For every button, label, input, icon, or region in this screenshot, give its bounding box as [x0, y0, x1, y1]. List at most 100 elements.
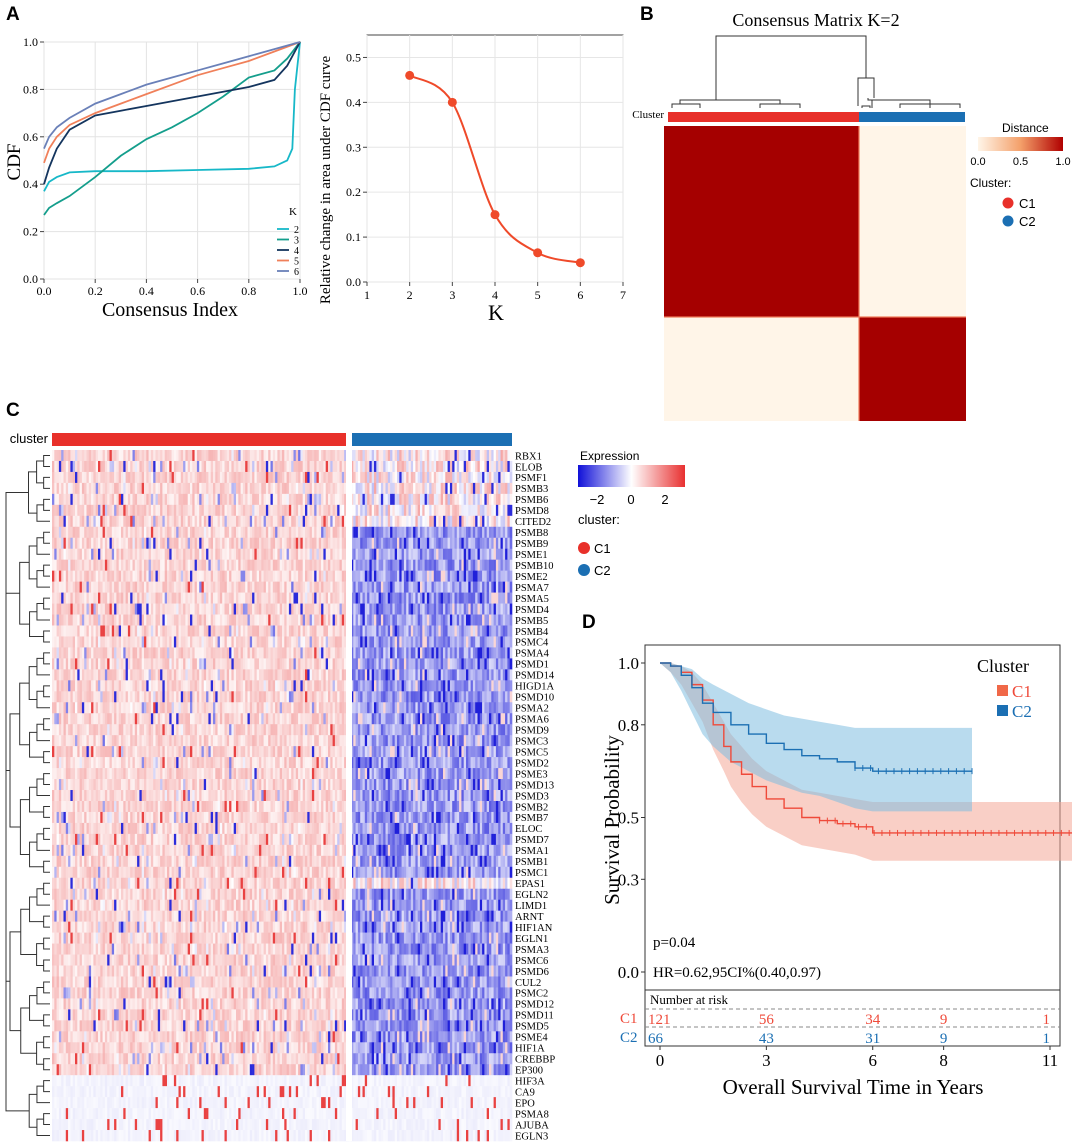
heatmap-cell	[240, 471, 244, 484]
heatmap-cell	[194, 603, 198, 615]
heatmap-cell	[321, 515, 324, 528]
heatmap-cell	[162, 636, 165, 648]
heatmap-cell	[493, 702, 497, 714]
heatmap-cell	[311, 570, 315, 582]
heatmap-cell	[58, 493, 62, 506]
heatmap-cell	[252, 614, 255, 626]
heatmap-cell	[277, 504, 280, 517]
heatmap-cell	[371, 614, 375, 626]
heatmap-cell	[210, 537, 214, 550]
heatmap-cell	[367, 548, 370, 560]
heatmap-cell	[254, 559, 257, 571]
heatmap-cell	[500, 658, 504, 670]
heatmap-cell	[291, 658, 294, 670]
heatmap-cell	[502, 482, 506, 495]
heatmap-cell	[293, 460, 297, 473]
heatmap-cell	[337, 559, 340, 571]
heatmap-cell	[436, 493, 439, 506]
heatmap-cell	[293, 680, 297, 692]
consensus-cluster-row-label: Cluster	[632, 109, 664, 121]
heatmap-cell	[148, 592, 152, 604]
heatmap-cell	[277, 537, 280, 550]
heatmap-cell	[502, 636, 506, 648]
heatmap-cell	[420, 471, 423, 484]
heatmap-cell	[420, 482, 423, 495]
heatmap-cell	[493, 581, 497, 593]
heatmap-cell	[433, 548, 437, 560]
heatmap-cell	[84, 647, 87, 659]
heatmap-cell	[314, 526, 317, 539]
heatmap-cell	[130, 614, 133, 626]
heatmap-cell	[199, 493, 202, 506]
heatmap-cell	[489, 680, 492, 692]
heatmap-cell	[192, 614, 195, 626]
heatmap-cell	[238, 493, 241, 506]
heatmap-cell	[422, 614, 425, 626]
heatmap-cell	[107, 603, 110, 615]
heatmap-cell	[65, 471, 69, 484]
heatmap-cell	[321, 450, 324, 462]
heatmap-cell	[447, 537, 451, 550]
heatmap-cell	[226, 504, 230, 517]
heatmap-cell	[176, 515, 179, 528]
heatmap-cell	[68, 537, 71, 550]
heatmap-cell	[265, 636, 269, 648]
heatmap-cell	[127, 702, 131, 714]
heatmap-cell	[215, 691, 218, 703]
heatmap-cell	[357, 537, 361, 550]
heatmap-cell	[472, 658, 476, 670]
heatmap-cell	[351, 581, 354, 593]
heatmap-cell	[238, 647, 241, 659]
heatmap-cell	[385, 515, 389, 528]
heatmap-cell	[410, 559, 414, 571]
heatmap-cell	[240, 515, 244, 528]
heatmap-cell	[369, 658, 372, 670]
heatmap-cell	[52, 482, 55, 495]
heatmap-cell	[344, 559, 347, 571]
heatmap-cell	[351, 537, 354, 550]
heatmap-cell	[107, 526, 110, 539]
heatmap-cell	[339, 515, 343, 528]
heatmap-cell	[440, 515, 444, 528]
heatmap-cell	[180, 570, 184, 582]
heatmap-cell	[298, 669, 301, 681]
heatmap-cell	[183, 515, 186, 528]
heatmap-cell	[479, 504, 483, 517]
heatmap-cell	[424, 471, 428, 484]
heatmap-cell	[443, 482, 446, 495]
heatmap-cell	[392, 614, 395, 626]
heatmap-cell	[401, 636, 405, 648]
heatmap-cell	[203, 515, 207, 528]
heatmap-cell	[127, 669, 131, 681]
heatmap-cell	[293, 526, 297, 539]
heatmap-cell	[169, 504, 172, 517]
heatmap-cell	[254, 680, 257, 692]
heatmap-cell	[65, 450, 69, 462]
heatmap-cell	[399, 493, 402, 506]
heatmap-cell	[392, 647, 395, 659]
heatmap-cell	[300, 680, 303, 692]
heatmap-cell	[394, 658, 398, 670]
heatmap-cell	[134, 658, 138, 670]
heatmap-cell	[293, 493, 297, 506]
heatmap-cell	[201, 625, 205, 637]
heatmap-cell	[509, 581, 513, 593]
heatmap-cell	[328, 537, 331, 550]
heatmap-cell	[298, 691, 301, 703]
heatmap-cell	[116, 526, 119, 539]
heatmap-cell	[263, 515, 267, 528]
heatmap-cell	[353, 581, 356, 593]
heatmap-cell	[332, 625, 336, 637]
heatmap-cell	[148, 603, 152, 615]
heatmap-cell	[270, 450, 274, 462]
heatmap-cell	[282, 493, 285, 506]
heatmap-cell	[206, 603, 209, 615]
heatmap-cell	[429, 680, 432, 692]
heatmap-cell	[109, 482, 113, 495]
heatmap-cell	[256, 482, 260, 495]
heatmap-cell	[79, 450, 83, 462]
heatmap-cell	[185, 647, 188, 659]
heatmap-cell	[127, 636, 131, 648]
heatmap-cell	[219, 702, 223, 714]
heatmap-cell	[226, 581, 230, 593]
